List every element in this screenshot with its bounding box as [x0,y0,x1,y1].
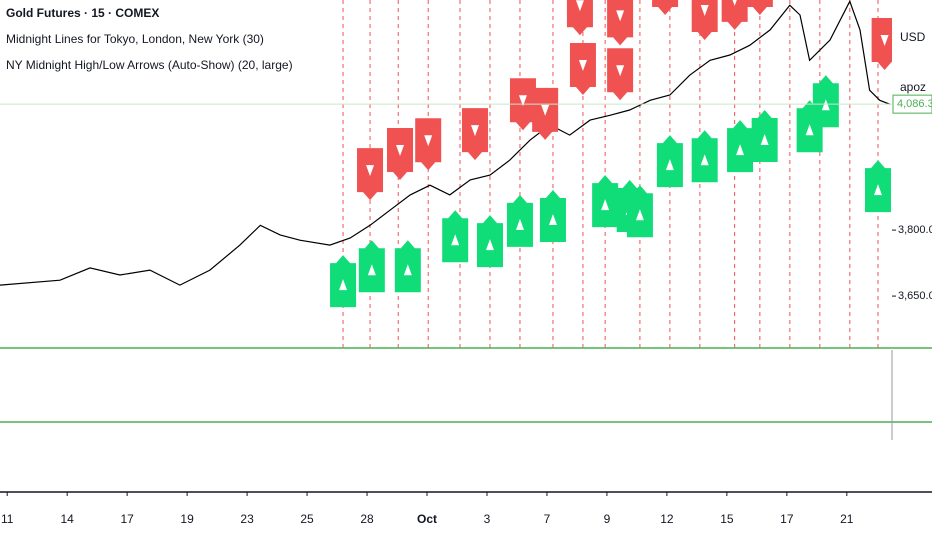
arrow-glyph [821,99,830,111]
arrow-glyph [339,279,348,291]
x-tick-label: 9 [604,512,611,526]
arrow-glyph [548,214,557,226]
arrow-glyph [760,133,769,145]
arrow-glyph [736,144,745,156]
arrow-box [721,0,748,30]
arrow-glyph [451,234,460,246]
x-tick-label: 25 [300,512,314,526]
low-arrow [691,130,718,183]
x-tick-label: 15 [720,512,734,526]
y-tick-label: 3,650.0 [898,290,932,302]
low-arrow [539,190,566,243]
arrow-glyph [732,0,737,6]
arrow-glyph [635,209,644,221]
high-arrow [387,127,414,180]
arrow-glyph [367,264,376,276]
low-arrow [330,255,357,308]
arrow-glyph [541,104,550,116]
arrow-box [566,0,593,36]
arrow-box [652,0,679,15]
low-arrow [442,210,469,263]
indicator-label: Midnight Lines for Tokyo, London, New Yo… [6,32,264,46]
arrow-glyph [805,124,814,136]
arrow-glyph [616,65,625,77]
low-arrow [592,175,619,228]
arrow-glyph [601,199,610,211]
high-arrow [691,0,718,41]
arrow-box [607,0,634,46]
arrow-glyph [575,0,584,12]
arrow-glyph [578,60,587,72]
arrow-glyph [403,264,412,276]
high-arrow [461,108,488,161]
low-arrow [727,120,754,173]
low-arrow [476,215,503,268]
x-tick-label: 28 [360,512,374,526]
price-line [0,0,891,286]
symbol-title: Gold Futures · 15 · COMEX [6,6,159,20]
arrow-glyph [424,135,433,147]
low-arrow [358,240,385,293]
high-arrow [566,0,593,36]
arrow-glyph [700,5,709,17]
arrow-glyph [485,239,494,251]
high-arrow [652,0,679,15]
x-tick-label: 14 [60,512,74,526]
high-arrow [607,48,634,101]
x-tick-label: 17 [120,512,134,526]
arrow-glyph [518,95,527,107]
symbol-label: apoz [900,80,926,94]
x-tick-label: Oct [417,512,437,526]
x-tick-label: 7 [544,512,551,526]
plot [0,0,898,348]
x-tick-label: 12 [660,512,674,526]
low-arrow [506,194,533,247]
x-tick-label: 23 [240,512,254,526]
arrow-box [691,0,718,41]
last-price-box [892,94,932,114]
high-arrow [607,0,634,46]
arrow-glyph [515,218,524,230]
y-tick-label: 3,800.0 [898,224,932,236]
high-arrow [569,43,596,96]
high-arrow [746,0,773,15]
x-tick-label: 3 [484,512,491,526]
arrow-glyph [700,154,709,166]
arrow-glyph [366,165,375,177]
arrow-box [746,0,773,15]
price-axis [892,0,932,490]
last-price-label: 4,086.3 [897,98,932,110]
x-tick-label: 11 [1,512,14,526]
high-arrow [721,0,748,30]
arrow-glyph [880,34,889,46]
low-arrow [751,109,778,162]
arrow-glyph [616,10,625,22]
low-arrow [626,185,653,238]
arrow-glyph [874,184,883,196]
arrow-glyph [396,144,405,156]
high-arrow [357,148,384,201]
x-tick-label: 17 [780,512,794,526]
low-arrow [812,75,839,128]
arrow-glyph [665,159,674,171]
indicator-label: NY Midnight High/Low Arrows (Auto-Show) … [6,58,293,72]
high-arrow [415,118,442,171]
low-arrow [394,240,421,293]
low-arrow [656,135,683,188]
high-arrow [532,87,559,140]
currency: USD [900,30,926,44]
x-tick-label: 19 [180,512,194,526]
high-arrow [871,17,898,70]
arrow-glyph [470,125,479,137]
x-tick-label: 21 [840,512,854,526]
low-arrow [865,160,892,213]
